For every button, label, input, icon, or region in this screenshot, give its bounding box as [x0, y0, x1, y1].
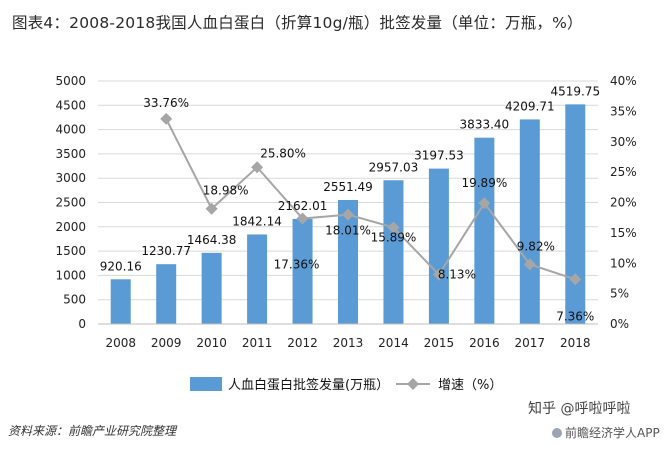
bar [565, 104, 586, 324]
y-right-tick: 30% [610, 135, 637, 149]
x-tick: 2011 [242, 336, 273, 350]
bar-value-label: 1464.38 [187, 233, 237, 247]
growth-value-label: 25.80% [260, 146, 306, 160]
y-right-tick: 5% [610, 287, 629, 301]
y-left-tick: 5000 [55, 74, 86, 88]
bar-value-label: 2162.01 [278, 199, 328, 213]
growth-value-label: 7.36% [556, 309, 594, 323]
legend-line-marker [407, 378, 419, 390]
growth-point [387, 221, 400, 234]
bar [110, 279, 131, 324]
bar [338, 199, 358, 324]
y-left-tick: 0 [78, 317, 86, 331]
bar-value-label: 2957.03 [369, 160, 419, 174]
bar-value-label: 4519.75 [550, 84, 600, 98]
bar-value-label: 1230.77 [141, 244, 191, 258]
growth-value-label: 33.76% [143, 96, 189, 110]
y-right-tick: 40% [610, 74, 637, 88]
chart-title: 图表4：2008-2018我国人血白蛋白（折算10g/瓶）批签发量（单位：万瓶，… [12, 14, 583, 32]
legend-bar-label: 人血白蛋白批签发量(万瓶） [228, 377, 389, 393]
growth-point [432, 268, 445, 281]
y-right-tick: 20% [610, 196, 637, 210]
y-left-tick: 4000 [55, 123, 86, 137]
growth-point [342, 208, 354, 221]
bar [247, 234, 268, 324]
app-logo-icon [552, 428, 562, 438]
bar-value-label: 4209.71 [505, 99, 555, 113]
y-right-tick: 10% [610, 256, 637, 270]
y-right-tick: 35% [610, 104, 637, 118]
bar [519, 119, 540, 324]
growth-point [251, 161, 264, 174]
growth-point [569, 273, 582, 286]
x-tick: 2018 [560, 336, 591, 350]
legend-bar-swatch [190, 377, 222, 391]
growth-value-label: 17.36% [274, 258, 320, 272]
growth-point [478, 197, 491, 210]
growth-value-label: 15.89% [371, 230, 417, 244]
y-left-tick: 1000 [55, 268, 86, 282]
bar-value-label: 3833.40 [460, 118, 510, 132]
bar [474, 137, 495, 324]
app-watermark-text: 前瞻经济学人APP [565, 426, 660, 440]
growth-point [523, 258, 536, 271]
legend-line-label: 增速（%） [438, 378, 502, 393]
growth-value-label: 19.89% [461, 176, 507, 190]
growth-line [165, 118, 576, 281]
x-tick: 2014 [378, 336, 409, 350]
growth-value-label: 18.01% [325, 224, 371, 238]
x-tick: 2012 [287, 336, 318, 350]
bar-value-label: 920.16 [100, 259, 142, 273]
y-left-tick: 1500 [55, 244, 86, 258]
growth-point [160, 112, 173, 125]
app-watermark: 前瞻经济学人APP [552, 424, 660, 441]
y-left-tick: 3000 [55, 171, 86, 185]
growth-value-label: 8.13% [438, 268, 476, 282]
x-tick: 2010 [196, 336, 227, 350]
bar [201, 252, 222, 324]
legend: 人血白蛋白批签发量(万瓶） 增速（%） [190, 377, 502, 393]
bar-value-label: 2551.49 [323, 180, 373, 194]
y-left-tick: 2500 [55, 196, 86, 210]
x-tick: 2017 [515, 336, 546, 350]
source-note: 资料来源：前瞻产业研究院整理 [8, 424, 177, 438]
y-right-tick: 25% [610, 165, 637, 179]
x-tick: 2016 [469, 336, 500, 350]
bar-value-label: 1842.14 [232, 214, 282, 228]
y-left-tick: 4500 [55, 98, 86, 112]
bar [156, 264, 177, 324]
bar [428, 168, 449, 324]
bar-value-label: 3197.53 [414, 149, 464, 163]
zhihu-watermark: 知乎 @呼啦呼啦 [528, 401, 631, 417]
growth-value-label: 9.82% [517, 239, 555, 253]
x-tick: 2008 [105, 336, 136, 350]
y-right-tick: 0% [610, 317, 629, 331]
growth-value-label: 18.98% [203, 184, 249, 198]
y-left-tick: 500 [63, 293, 86, 307]
y-left-tick: 2000 [55, 220, 86, 234]
x-tick: 2015 [424, 336, 455, 350]
growth-point [205, 202, 218, 215]
bar [383, 180, 404, 324]
bar [292, 218, 313, 324]
x-tick: 2009 [151, 336, 182, 350]
y-right-tick: 15% [610, 226, 637, 240]
x-tick: 2013 [333, 336, 364, 350]
growth-point [296, 212, 309, 225]
y-left-tick: 3500 [55, 147, 86, 161]
